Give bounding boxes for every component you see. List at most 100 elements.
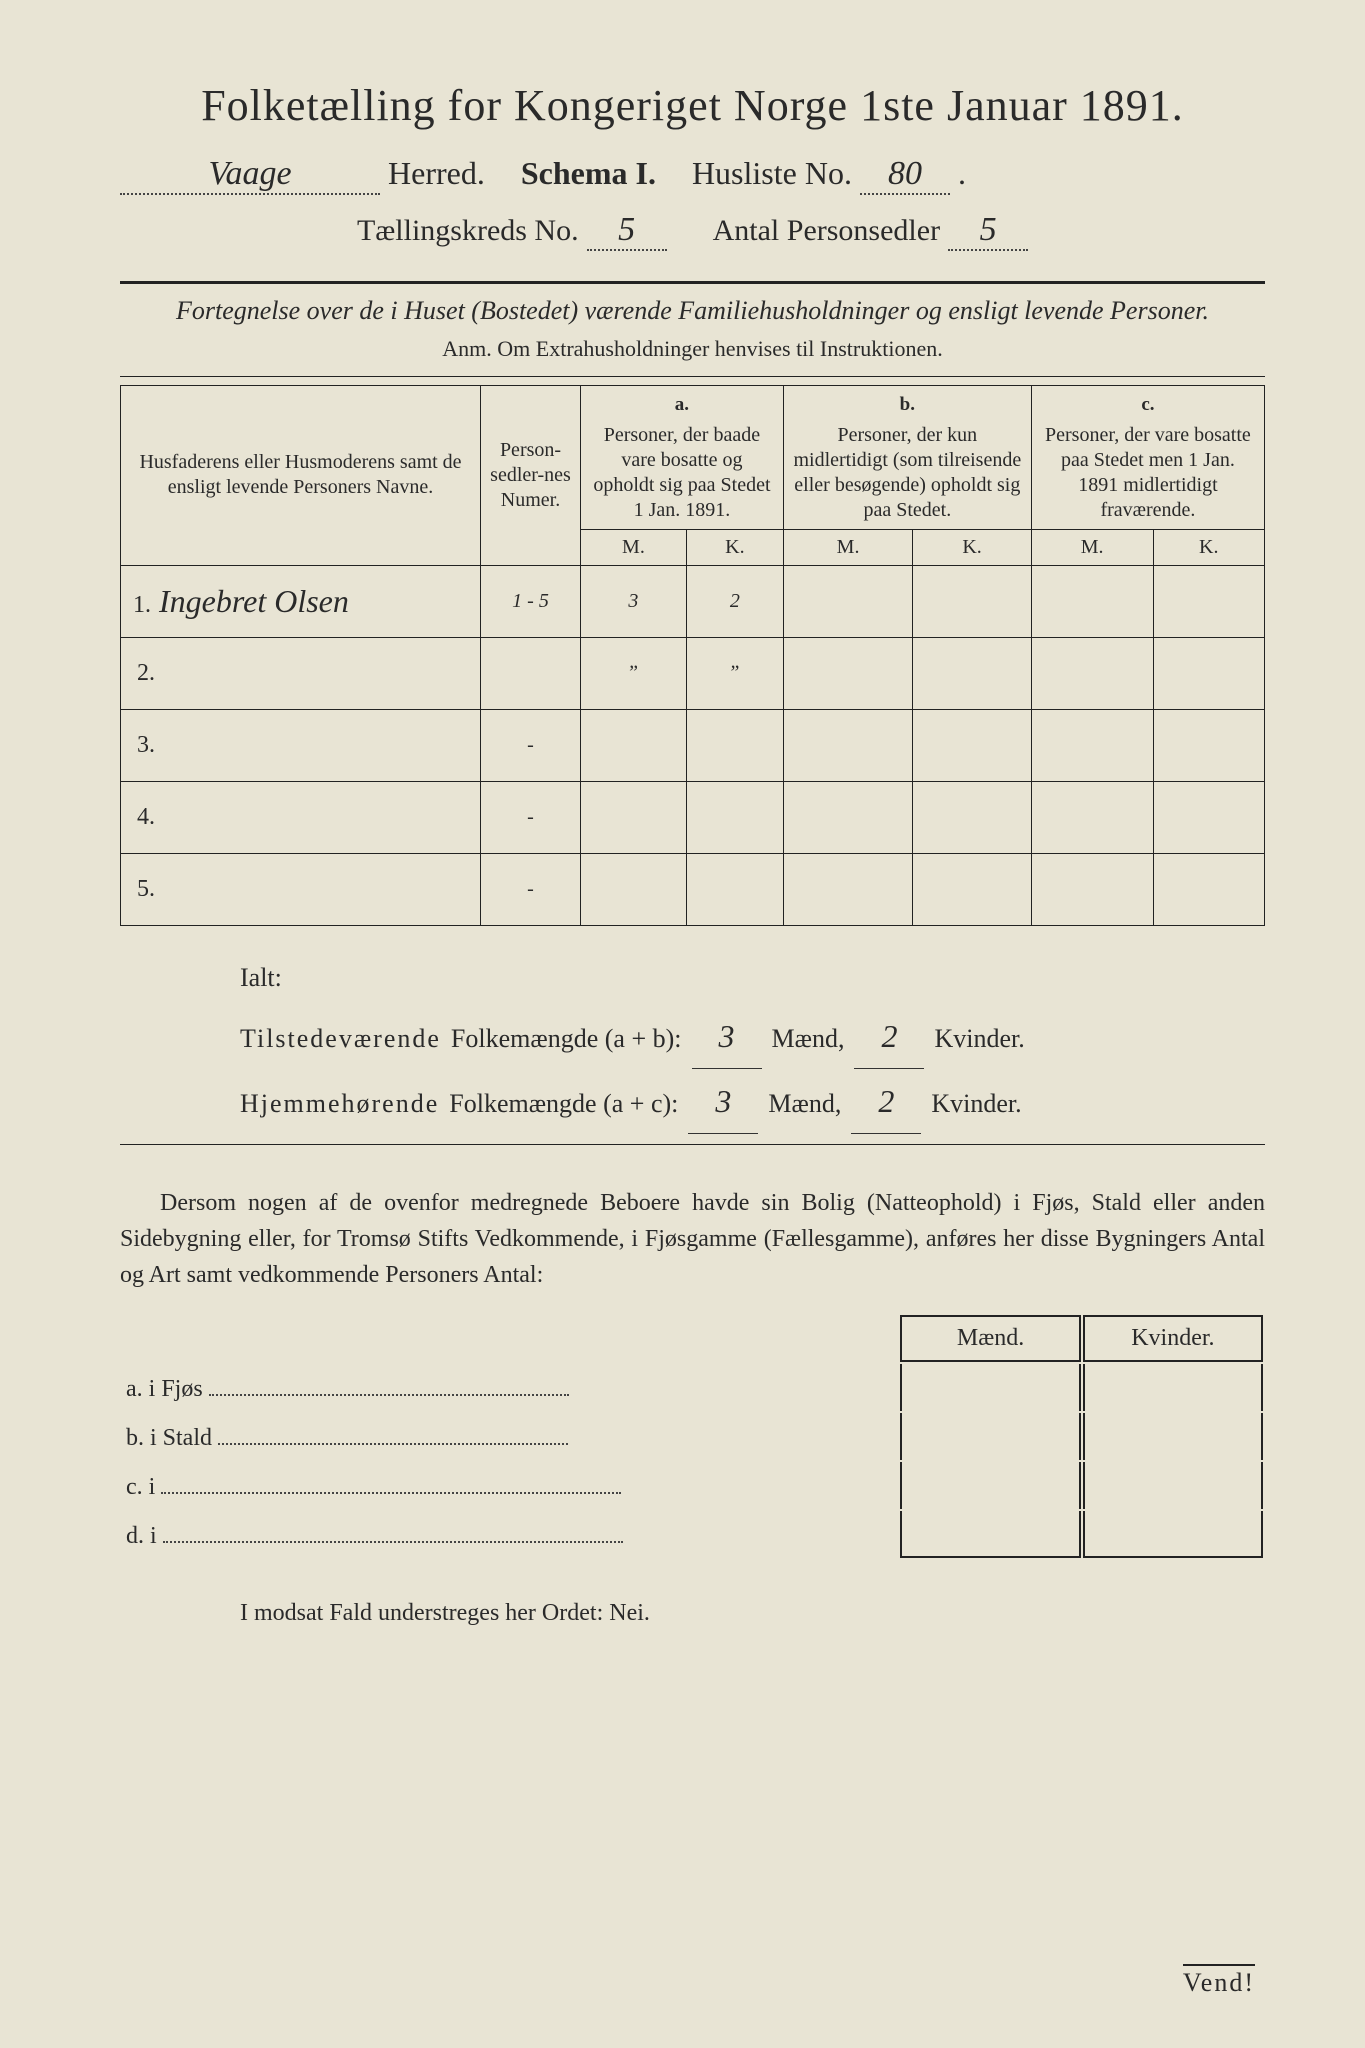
row-b-k [913,853,1032,925]
bottom-a-label: a. i Fjøs [126,1376,203,1402]
row-c-k [1153,853,1265,925]
bottom-a-k [1083,1364,1263,1411]
dots [218,1421,568,1445]
row-a-k [686,781,783,853]
anm-note: Anm. Om Extrahusholdninger henvises til … [120,336,1265,362]
table-row: 2. ˮ ˮ [121,637,1265,709]
row-c-m [1031,637,1153,709]
row-c-m [1031,565,1153,637]
bottom-b-label: b. i Stald [126,1425,212,1451]
bottom-b-k [1083,1413,1263,1460]
row-b-k [913,781,1032,853]
col-name: Husfaderens eller Husmoderens samt de en… [121,385,481,565]
census-form-page: Folketælling for Kongeriget Norge 1ste J… [0,0,1365,2048]
ialt-line-1: Tilstedeværende Folkemængde (a + b): 3 M… [240,1004,1265,1069]
row-a-m [581,853,687,925]
row-b-k [913,565,1032,637]
paragraph: Dersom nogen af de ovenfor medregnede Be… [120,1185,1265,1293]
row-numer: - [481,781,581,853]
row-b-k [913,637,1032,709]
subtitle: Fortegnelse over de i Huset (Bostedet) v… [120,294,1265,328]
ialt-1-m: 3 [692,1004,762,1069]
herred-field: Vaage [120,155,380,195]
bottom-c-m [900,1462,1080,1509]
col-b-label: b. [783,385,1031,417]
ialt-1b: Folkemængde (a + b): [451,1013,682,1065]
bottom-row-c: c. i [122,1462,1263,1509]
col-c-text: Personer, der vare bosatte paa Stedet me… [1031,417,1264,530]
col-a-label: a. [581,385,784,417]
dots [161,1470,621,1494]
row-numer: 1 - 5 [481,565,581,637]
bottom-row-a: a. i Fjøs [122,1364,1263,1411]
row-numer [481,637,581,709]
table-row: 3. - [121,709,1265,781]
row-idx: 1. [133,592,151,618]
row-a-m: ˮ [581,637,687,709]
ialt-line-2: Hjemmehørende Folkemængde (a + c): 3 Mæn… [240,1069,1265,1134]
row-idx: 4. [121,781,481,853]
dots [163,1519,623,1543]
row-a-k [686,709,783,781]
row-c-k [1153,709,1265,781]
herred-label: Herred. [388,155,485,192]
vend-label: Vend! [1183,1964,1255,1998]
row-idx: 2. [121,637,481,709]
col-name-text: Husfaderens eller Husmoderens samt de en… [139,451,461,498]
kvinder-label: Kvinder. [934,1013,1024,1065]
page-title: Folketælling for Kongeriget Norge 1ste J… [120,80,1265,131]
table-row: 5. - [121,853,1265,925]
col-a-text: Personer, der baade vare bosatte og opho… [581,417,784,530]
main-table: Husfaderens eller Husmoderens samt de en… [120,385,1265,926]
ialt-2-k: 2 [851,1069,921,1134]
row-c-k [1153,565,1265,637]
kvinder-label: Kvinder. [931,1078,1021,1130]
row-numer: - [481,709,581,781]
maend-label: Mænd, [768,1078,841,1130]
row-c-m [1031,781,1153,853]
row-b-k [913,709,1032,781]
row-c-k [1153,637,1265,709]
ialt-2a: Hjemmehørende [240,1078,439,1130]
nei-line: I modsat Fald understreges her Ordet: Ne… [240,1600,1265,1627]
row-c-m [1031,709,1153,781]
row-a-k [686,853,783,925]
ialt-label: Ialt: [240,952,1265,1004]
bottom-row-b: b. i Stald [122,1413,1263,1460]
row-a-m [581,781,687,853]
totals-block: Ialt: Tilstedeværende Folkemængde (a + b… [240,952,1265,1134]
row-idx: 3. [121,709,481,781]
row-b-m [783,709,912,781]
row-b-m [783,781,912,853]
antal-label: Antal Personsedler [713,214,940,248]
row-a-m [581,709,687,781]
divider [120,376,1265,377]
row-a-k: ˮ [686,637,783,709]
row-c-k [1153,781,1265,853]
col-c-k: K. [1153,529,1265,565]
kreds-label: Tællingskreds No. [357,214,579,248]
col-a-m: M. [581,529,687,565]
row-b-m [783,565,912,637]
col-numer: Person-sedler-nes Numer. [481,385,581,565]
bottom-table: Mænd. Kvinder. a. i Fjøs b. i Stald c. i… [120,1313,1265,1560]
ialt-2b: Folkemængde (a + c): [449,1078,678,1130]
col-c-m: M. [1031,529,1153,565]
ialt-1a: Tilstedeværende [240,1013,441,1065]
ialt-1-k: 2 [854,1004,924,1069]
bottom-b-m [900,1413,1080,1460]
bottom-c-label: c. i [126,1474,155,1500]
table-row: 4. - [121,781,1265,853]
schema-label: Schema I. [521,155,656,192]
bottom-c-k [1083,1462,1263,1509]
maend-label: Mænd, [772,1013,845,1065]
row-b-m [783,637,912,709]
bottom-d-m [900,1511,1080,1558]
antal-field: 5 [948,211,1028,251]
header-line-2: Tællingskreds No. 5 Antal Personsedler 5 [120,211,1265,251]
bottom-d-label: d. i [126,1523,157,1549]
row-a-m: 3 [581,565,687,637]
kreds-field: 5 [587,211,667,251]
table-row: 1. Ingebret Olsen 1 - 5 3 2 [121,565,1265,637]
dots [209,1372,569,1396]
